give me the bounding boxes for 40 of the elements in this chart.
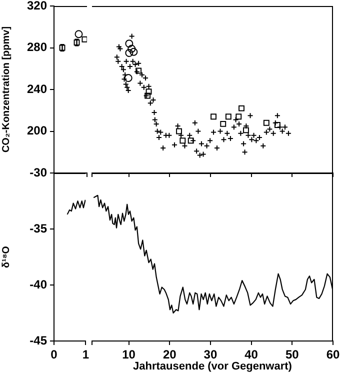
- x-tick-label: 10: [122, 348, 136, 362]
- point: [176, 128, 182, 134]
- point: [210, 114, 216, 120]
- y-tick-label: -35: [30, 221, 48, 236]
- point: [274, 122, 280, 128]
- point: [125, 48, 134, 57]
- point: [130, 48, 138, 56]
- y-axis-title: CO₂-Konzentration [ppmv]: [0, 26, 12, 153]
- x-tick-label: 30: [204, 348, 218, 362]
- y-tick-label: 200: [26, 124, 48, 138]
- y-tick-label: 320: [26, 0, 48, 12]
- point: [263, 120, 270, 126]
- point: [136, 68, 142, 74]
- x-tick-label: 60: [326, 348, 340, 362]
- point: [225, 114, 232, 120]
- y-tick-label: 240: [26, 82, 48, 96]
- point: [238, 105, 244, 112]
- point: [125, 40, 134, 48]
- point: [180, 138, 186, 144]
- x-tick-label: 0: [50, 348, 58, 362]
- point: [128, 44, 136, 53]
- point: [243, 127, 249, 134]
- x-tick-label: 20: [162, 348, 177, 362]
- point: [144, 92, 151, 99]
- point: [188, 138, 194, 144]
- y-tick-label: 280: [26, 40, 48, 54]
- x-tick-label: 1: [82, 348, 90, 362]
- point: [146, 88, 152, 95]
- y-tick-label: -40: [30, 277, 48, 292]
- point: [82, 36, 87, 42]
- point: [74, 30, 83, 38]
- point: [124, 74, 132, 82]
- x-tick-label: 40: [244, 348, 258, 362]
- point: [236, 114, 242, 120]
- x-tick-label: 50: [285, 348, 300, 362]
- x-axis-title: Jahrtausende (vor Gegenwart): [133, 360, 292, 372]
- point: [220, 120, 226, 127]
- y-tick-label: -45: [30, 333, 48, 348]
- y-axis-title: δ¹⁸O: [0, 246, 12, 268]
- y-tick-label: -30: [30, 165, 48, 180]
